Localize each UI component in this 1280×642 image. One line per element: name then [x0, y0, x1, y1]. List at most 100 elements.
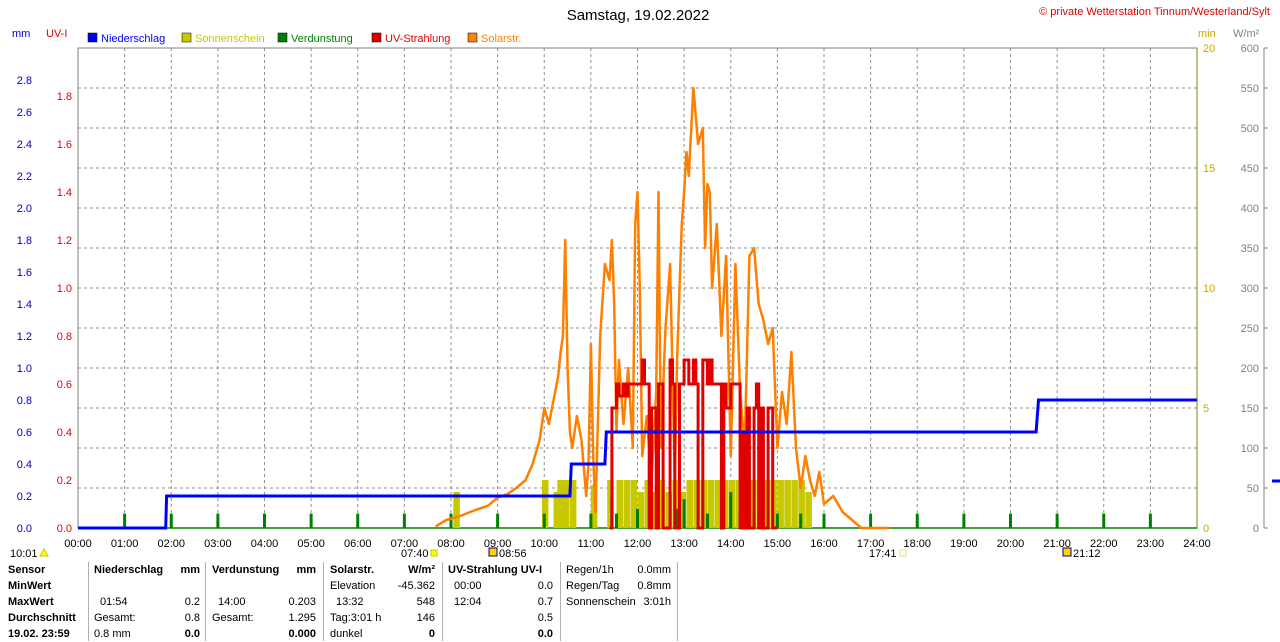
- mm-tick-label: 2.2: [17, 171, 32, 183]
- stats-col-verdunstung: Verdunstung mm 14:00 0.203 Gesamt: 1.295 0.…: [212, 562, 316, 642]
- stats-unit-verdunstung: mm: [296, 564, 316, 576]
- stats-cell: Sonnenschein: [566, 596, 636, 608]
- wm2-tick-label: 500: [1241, 123, 1259, 135]
- x-tick-label: 02:00: [157, 538, 185, 550]
- stats-cell: 548: [416, 596, 435, 608]
- x-tick-label: 08:00: [437, 538, 465, 550]
- stats-label-avg: Durchschnitt: [8, 612, 76, 624]
- x-tick-label: 00:00: [64, 538, 92, 550]
- grid: [77, 47, 1198, 529]
- stats-label-min: MinWert: [8, 580, 52, 592]
- stats-cell: 0.7: [537, 596, 553, 608]
- min-tick-label: 15: [1203, 163, 1215, 175]
- stats-cell: 0.0: [184, 628, 200, 640]
- stats-cell: 13:32: [336, 596, 364, 608]
- daylength-icon: [39, 547, 49, 557]
- stats-col-solar: Solarstr. W/m² Elevation -45.362 13:32 548 …: [330, 562, 435, 642]
- stats-cell: 0.000: [288, 628, 316, 640]
- wm2-tick-label: 550: [1241, 83, 1259, 95]
- legend-swatch: [277, 32, 288, 43]
- stats-header-verdunstung: Verdunstung: [212, 564, 280, 576]
- stats-cell: -45.362: [397, 580, 435, 592]
- stats-header-sensor: Sensor: [8, 564, 46, 576]
- stats-cell: 01:54: [100, 596, 128, 608]
- stats-cell: 0: [428, 628, 435, 640]
- stats-col-niederschlag: Niederschlag mm 01:54 0.2 Gesamt: 0.8 0.8 m…: [94, 562, 200, 642]
- series-layer: [78, 86, 1197, 530]
- sunshine-bar: [453, 492, 460, 528]
- mm-tick-label: 2.0: [17, 203, 32, 215]
- wm2-tick-label: 100: [1241, 443, 1259, 455]
- sun-markers: 10:01 07:40 08:56 17:41 21:12: [10, 547, 1101, 560]
- uvi-tick-label: 1.0: [57, 283, 72, 295]
- x-tick-label: 22:00: [1090, 538, 1118, 550]
- wm2-tick-label: 300: [1241, 283, 1259, 295]
- uvi-tick-label: 1.6: [57, 139, 72, 151]
- wm2-tick-label: 450: [1241, 163, 1259, 175]
- sunset-label: 17:41: [869, 548, 897, 560]
- stats-table: Sensor MinWert MaxWert Durchschnitt 19.0…: [0, 560, 1280, 641]
- stats-col-uv: UV-Strahlung UV-I 00:00 0.0 12:04 0.7 0.5 …: [448, 562, 553, 642]
- stats-cell: 0.5: [537, 612, 553, 624]
- sunshine-bar: [791, 480, 798, 528]
- sunshine-bar: [541, 480, 549, 528]
- uvi-tick-label: 0.0: [57, 523, 72, 535]
- wm2-tick-label: 200: [1241, 363, 1259, 375]
- stats-cell: 14:00: [218, 596, 246, 608]
- stats-header-solar: Solarstr.: [330, 564, 375, 576]
- wm2-tick-label: 0: [1253, 523, 1259, 535]
- legend-label: UV-Strahlung: [385, 33, 450, 45]
- x-tick-label: 16:00: [810, 538, 838, 550]
- mm-tick-label: 0.8: [17, 395, 32, 407]
- stats-cell: 0.203: [288, 596, 316, 608]
- mm-tick-label: 1.8: [17, 235, 32, 247]
- min-tick-label: 10: [1203, 283, 1215, 295]
- unit-wm2: W/m²: [1233, 28, 1260, 40]
- sunshine-bar: [637, 492, 645, 528]
- x-tick-label: 10:00: [530, 538, 558, 550]
- stats-unit-solar: W/m²: [408, 564, 435, 576]
- x-tick-label: 12:00: [624, 538, 652, 550]
- sunshine-bar: [805, 492, 812, 528]
- mm-tick-label: 2.8: [17, 75, 32, 87]
- wm2-tick-label: 400: [1241, 203, 1259, 215]
- mm-tick-label: 1.0: [17, 363, 32, 375]
- stats-cell: Gesamt:: [94, 612, 136, 624]
- moonrise-icon: [488, 547, 498, 557]
- stats-cell: 3:01h: [643, 596, 671, 608]
- legend-label: Solarstr.: [481, 33, 521, 45]
- stats-header-uv: UV-Strahlung UV-I: [448, 564, 543, 576]
- x-tick-label: 11:00: [578, 538, 605, 550]
- x-tick-label: 23:00: [1137, 538, 1165, 550]
- x-tick-label: 17:00: [857, 538, 885, 550]
- stats-cell: dunkel: [330, 628, 363, 640]
- legend-swatch: [467, 32, 478, 43]
- legend-swatch: [87, 32, 98, 43]
- x-tick-label: 01:00: [111, 538, 139, 550]
- stats-label-current: 19.02. 23:59: [8, 628, 70, 640]
- mm-tick-label: 1.4: [17, 299, 32, 311]
- legend-label: Niederschlag: [101, 33, 165, 45]
- stats-cell: Gesamt:: [212, 612, 254, 624]
- x-tick-label: 21:00: [1043, 538, 1071, 550]
- min-tick-label: 5: [1203, 403, 1209, 415]
- moonrise-label: 08:56: [499, 548, 527, 560]
- stats-header-niederschlag: Niederschlag: [94, 564, 164, 576]
- min-tick-label: 0: [1203, 523, 1209, 535]
- x-tick-label: 18:00: [903, 538, 931, 550]
- weather-chart: Samstag, 19.02.2022 © private Wetterstat…: [10, 6, 1280, 560]
- stats-cell: Regen/1h: [566, 564, 614, 576]
- unit-mm: mm: [12, 28, 30, 40]
- legend-swatch: [371, 32, 382, 43]
- unit-uvi: UV-I: [46, 28, 67, 40]
- sunshine-bar: [784, 480, 791, 528]
- legend-label: Sonnenschein: [195, 33, 265, 45]
- x-tick-label: 07:00: [391, 538, 419, 550]
- wm2-tick-label: 600: [1241, 43, 1259, 55]
- x-tick-label: 05:00: [297, 538, 325, 550]
- moonset-label: 21:12: [1073, 548, 1101, 560]
- stats-cell: Tag:3:01 h: [330, 612, 382, 624]
- x-tick-label: 13:00: [670, 538, 698, 550]
- sunshine-bar: [562, 480, 570, 528]
- sunshine-bar: [686, 480, 693, 528]
